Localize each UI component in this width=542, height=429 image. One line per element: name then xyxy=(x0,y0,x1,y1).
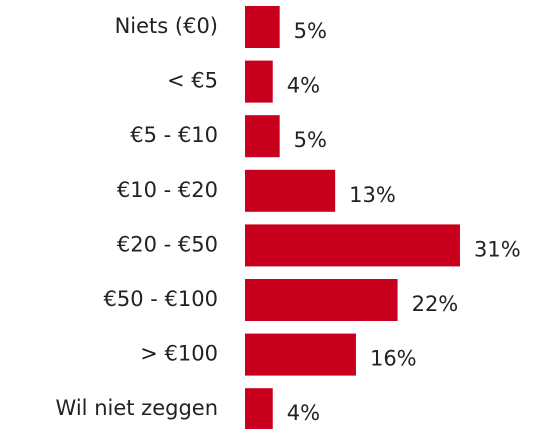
category-label: Niets (€0) xyxy=(115,14,218,38)
value-label: 5% xyxy=(294,128,327,152)
value-label: 4% xyxy=(287,401,320,425)
category-label: €5 - €10 xyxy=(130,123,218,147)
category-label: > €100 xyxy=(140,342,218,366)
category-label: < €5 xyxy=(167,69,218,93)
bar xyxy=(245,169,336,212)
value-label: 13% xyxy=(349,183,396,207)
category-label: €50 - €100 xyxy=(104,287,218,311)
bar xyxy=(245,388,273,429)
bar xyxy=(245,115,280,158)
value-label: 22% xyxy=(412,292,459,316)
bar xyxy=(245,60,273,103)
value-label: 4% xyxy=(287,74,320,98)
category-label: €20 - €50 xyxy=(117,232,218,256)
value-label: 16% xyxy=(370,347,417,371)
bar xyxy=(245,224,460,267)
value-label: 5% xyxy=(294,19,327,43)
bar xyxy=(245,333,356,376)
category-label: €10 - €20 xyxy=(117,178,218,202)
bar xyxy=(245,279,398,321)
category-label: Wil niet zeggen xyxy=(56,396,218,420)
bar xyxy=(245,6,280,48)
value-label: 31% xyxy=(474,237,521,261)
